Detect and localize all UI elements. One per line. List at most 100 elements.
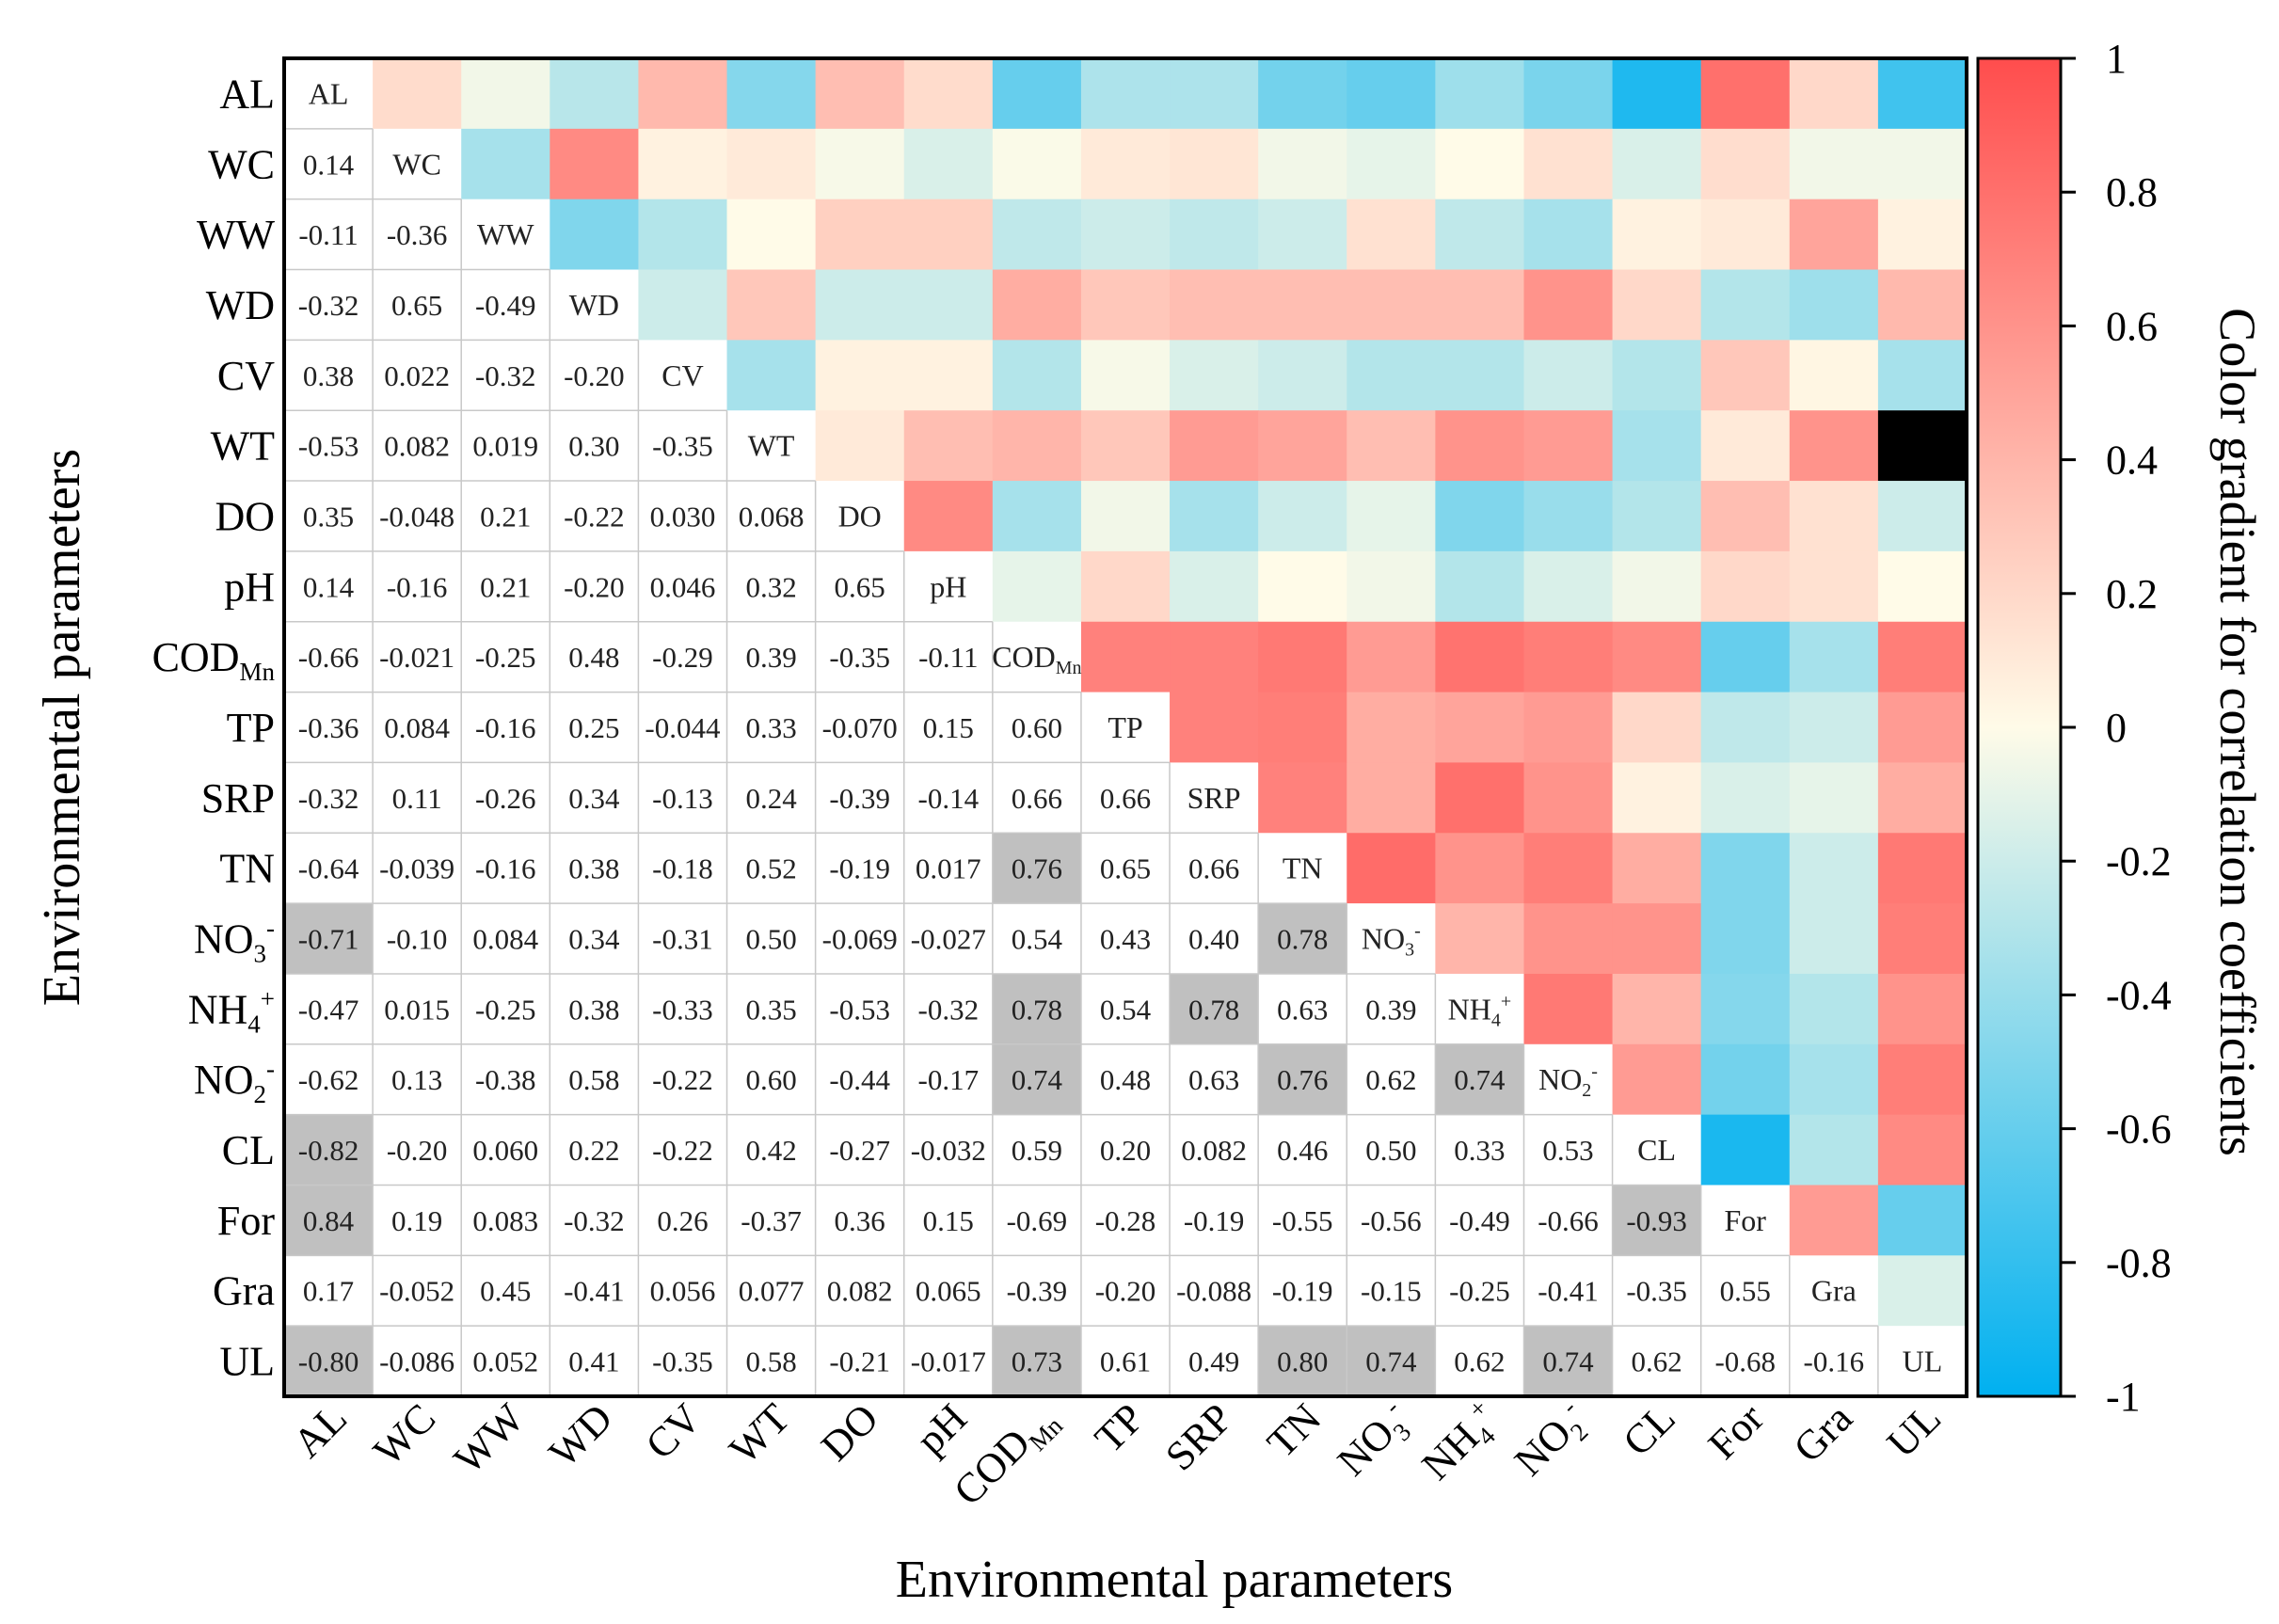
heat-cell-TP-Gra <box>1789 692 1879 764</box>
coef-cell-TN-SRP <box>1170 833 1259 904</box>
coef-cell-NH4-WD <box>550 973 639 1044</box>
heat-cell-AL-TN <box>1258 58 1347 130</box>
coef-cell-SRP-CV <box>638 762 727 834</box>
coef-cell-pH-DO <box>815 550 904 622</box>
coef-cell-For-NO3 <box>1347 1185 1436 1256</box>
coef-cell-NO3-WD <box>550 903 639 974</box>
coef-label-For-WW: 0.083 <box>472 1204 538 1237</box>
row-label-For: For <box>217 1198 275 1244</box>
coef-cell-For-WD <box>550 1185 639 1256</box>
coef-cell-WC-AL <box>284 128 374 199</box>
coef-label-SRP-DO: -0.39 <box>829 782 890 815</box>
diag-label-WC: WC <box>392 147 441 181</box>
heat-cell-pH-UL <box>1877 550 1968 623</box>
coef-cell-Gra-NO2 <box>1523 1255 1613 1327</box>
coef-label-TN-AL: -0.64 <box>298 852 359 885</box>
coef-label-For-CV: 0.26 <box>657 1204 708 1237</box>
coef-label-CODMn-AL: -0.66 <box>298 641 359 674</box>
heat-cell-NH4-For <box>1700 973 1791 1045</box>
heat-cell-WD-For <box>1700 269 1791 341</box>
coef-cell-For-SRP <box>1170 1185 1259 1256</box>
heat-cell-WD-WT <box>726 269 817 341</box>
row-label-NO2: NO2- <box>194 1055 275 1108</box>
coef-cell-NO2-NO3 <box>1347 1043 1436 1115</box>
heat-cell-NH4-UL <box>1877 973 1968 1045</box>
coef-cell-pH-WC <box>373 550 462 622</box>
coef-label-Gra-AL: 0.17 <box>303 1275 354 1308</box>
coef-label-For-SRP: -0.19 <box>1184 1204 1245 1237</box>
row-label-Gra: Gra <box>213 1268 275 1314</box>
coef-label-pH-CV: 0.046 <box>650 570 716 603</box>
coef-label-Gra-TN: -0.19 <box>1272 1275 1333 1308</box>
heat-cell-WD-TP <box>1080 269 1171 341</box>
coef-label-TN-WT: 0.52 <box>745 852 796 885</box>
heat-cell-NO2-Gra <box>1789 1043 1879 1116</box>
heat-cell-TN-CL <box>1612 833 1702 904</box>
coef-cell-CL-DO <box>815 1114 904 1186</box>
colorbar-tick-label: 0.2 <box>2106 571 2158 617</box>
col-label-WD: WD <box>540 1394 621 1475</box>
coef-label-NO3-CV: -0.31 <box>652 923 713 956</box>
coef-cell-Gra-TN <box>1258 1255 1347 1327</box>
heat-cell-NO3-For <box>1700 903 1791 975</box>
heat-cell-WT-For <box>1700 410 1791 482</box>
coef-label-For-WC: 0.19 <box>391 1204 442 1237</box>
heat-cell-For-UL <box>1877 1185 1968 1256</box>
coef-cell-DO-WT <box>726 481 816 551</box>
heat-cell-WW-pH <box>903 199 994 271</box>
coef-label-For-NH4: -0.49 <box>1449 1204 1510 1237</box>
heat-cell-TN-For <box>1700 833 1791 904</box>
coef-cell-DO-CV <box>638 481 727 551</box>
heat-cell-CODMn-NO3 <box>1347 621 1436 693</box>
coef-cell-NH4-TP <box>1080 973 1171 1044</box>
col-label-SRP: SRP <box>1156 1394 1241 1479</box>
coef-cell-CL-WT <box>726 1114 816 1186</box>
diag-label-AL: AL <box>309 76 349 110</box>
heat-cell-SRP-Gra <box>1789 762 1879 834</box>
colorbar-tick-label: -0.8 <box>2106 1240 2172 1286</box>
heat-cell-WD-CL <box>1612 269 1702 341</box>
coef-cell-SRP-WD <box>550 762 639 834</box>
heat-cell-AL-CODMn <box>992 58 1082 130</box>
heat-cell-WW-UL <box>1877 199 1968 271</box>
heat-cell-WC-WD <box>550 128 640 200</box>
coef-cell-TP-WC <box>373 692 462 763</box>
heat-cell-AL-Gra <box>1789 58 1879 130</box>
coef-label-UL-AL: -0.80 <box>298 1345 359 1378</box>
coef-cell-TN-WW <box>461 833 550 904</box>
coef-label-NO2-pH: -0.17 <box>918 1063 980 1096</box>
coef-label-CODMn-DO: -0.35 <box>829 641 890 674</box>
coef-cell-Gra-DO <box>815 1255 904 1327</box>
row-label-pH: pH <box>224 564 275 610</box>
coef-cell-TN-WT <box>726 833 816 904</box>
coef-label-For-CODMn: -0.69 <box>1007 1204 1068 1237</box>
colorbar-tick-label: 0.4 <box>2106 438 2158 484</box>
coef-label-UL-NO2: 0.74 <box>1542 1345 1594 1378</box>
coef-label-Gra-TP: -0.20 <box>1095 1275 1156 1308</box>
heat-cell-WD-NH4 <box>1435 269 1525 341</box>
coef-cell-WT-CV <box>638 410 727 482</box>
coef-cell-WT-WD <box>550 410 639 482</box>
coef-label-NO3-SRP: 0.40 <box>1188 923 1239 956</box>
diag-label-CV: CV <box>661 358 703 392</box>
coef-cell-NO3-WC <box>373 903 462 974</box>
coef-cell-CV-WW <box>461 340 550 411</box>
coef-label-TP-WT: 0.33 <box>745 711 796 744</box>
heat-cell-pH-SRP <box>1170 550 1259 623</box>
coef-label-CODMn-WW: -0.25 <box>475 641 536 674</box>
coef-cell-NO3-SRP <box>1170 903 1259 974</box>
heat-cell-WD-TN <box>1258 269 1347 341</box>
coef-cell-UL-DO <box>815 1326 904 1396</box>
coef-cell-WD-WW <box>461 269 550 341</box>
diag-cell-CV <box>638 340 727 411</box>
heat-cell-AL-NO2 <box>1523 58 1614 130</box>
coef-label-NO3-WW: 0.084 <box>472 923 538 956</box>
heat-cell-CODMn-TP <box>1080 621 1171 693</box>
coef-label-CL-TN: 0.46 <box>1277 1134 1328 1167</box>
heat-cell-WC-TN <box>1258 128 1347 200</box>
heat-cell-DO-SRP <box>1170 481 1259 552</box>
heat-cell-AL-NH4 <box>1435 58 1525 130</box>
coef-cell-CL-SRP <box>1170 1114 1259 1186</box>
coef-label-CV-WD: -0.20 <box>564 359 625 392</box>
heat-cell-CODMn-TN <box>1258 621 1347 693</box>
